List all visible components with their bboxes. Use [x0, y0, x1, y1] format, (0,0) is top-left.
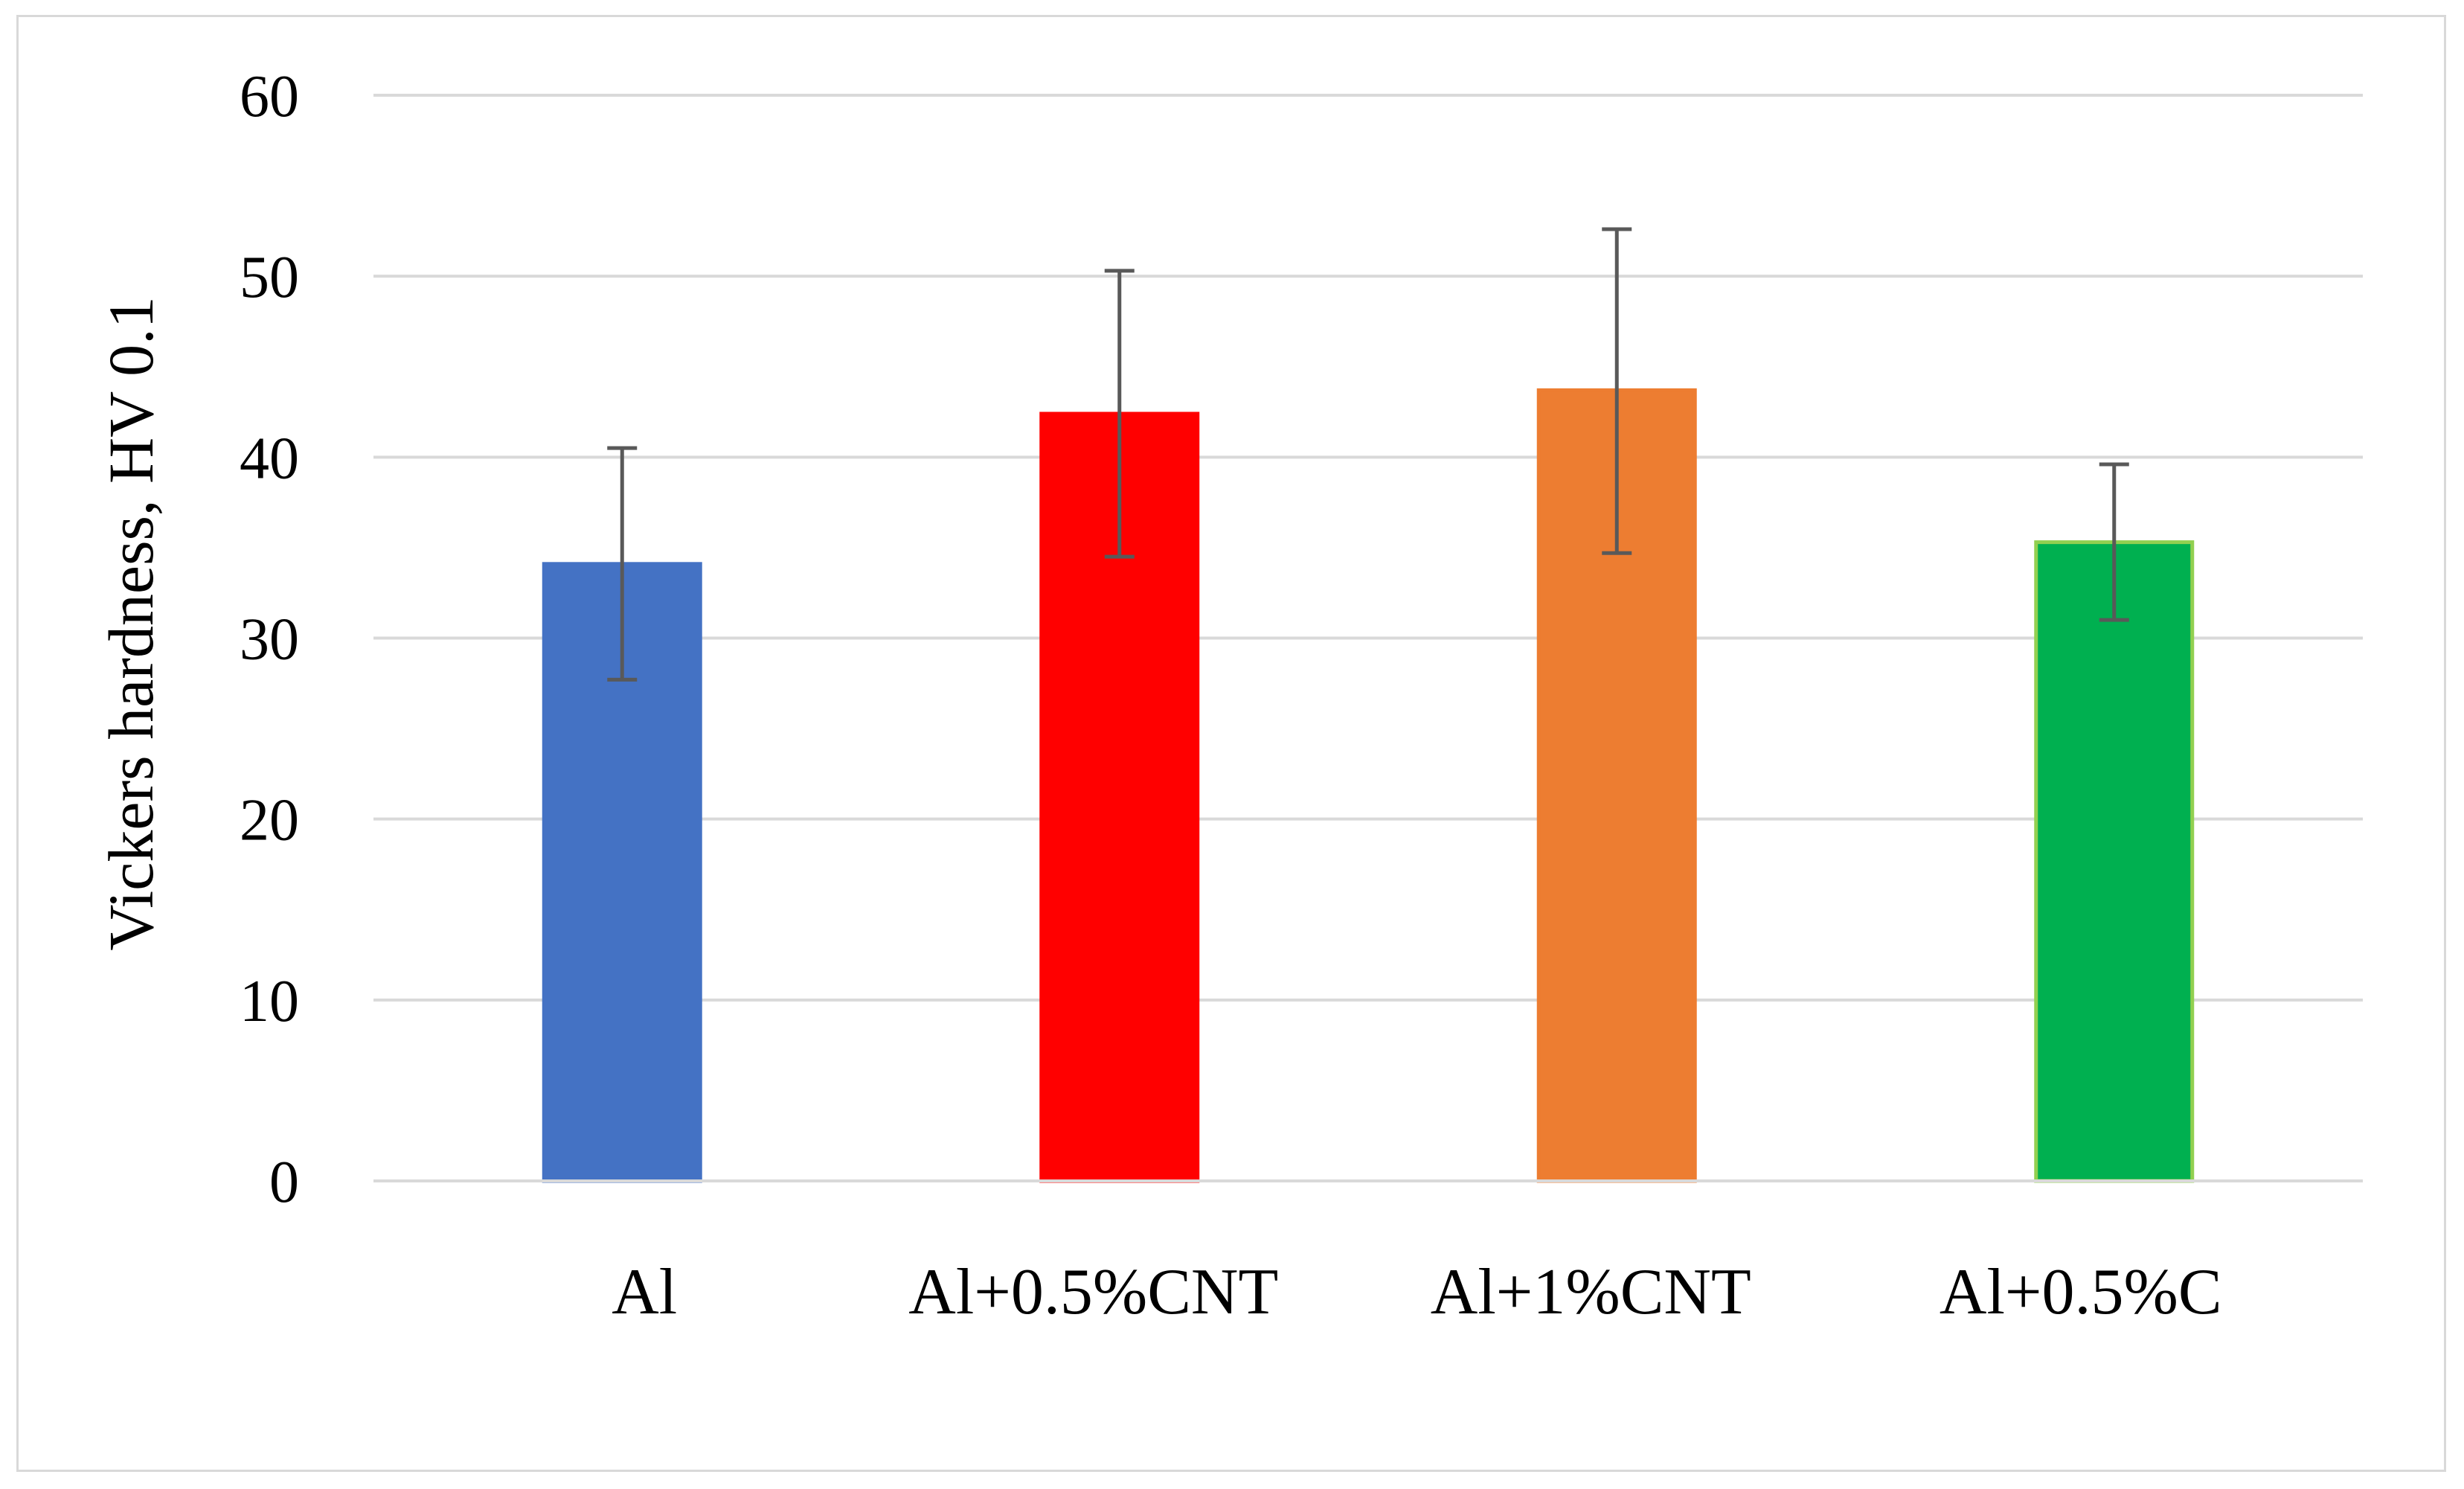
error-bar-3	[1602, 227, 1632, 555]
bar-4	[2034, 540, 2195, 1183]
y-tick-label: 60	[240, 64, 299, 129]
error-bars	[607, 227, 2129, 682]
x-category-label: Al	[612, 1256, 677, 1328]
x-category-label: Al+1%CNT	[1431, 1256, 1751, 1328]
bars	[542, 388, 2195, 1183]
error-bar-4	[2099, 462, 2129, 622]
y-tick-label: 50	[240, 245, 299, 310]
x-category-label: Al+0.5%CNT	[908, 1256, 1278, 1328]
y-axis-title: Vickers hardness, HV 0.1	[95, 296, 167, 950]
x-category-label: Al+0.5%C	[1940, 1256, 2222, 1328]
x-category-labels: Al Al+0.5%CNT Al+1%CNT Al+0.5%C	[612, 1256, 2221, 1328]
y-tick-label: 40	[240, 426, 299, 491]
y-tick-labels: 0 10 20 30 40 50 60	[240, 64, 299, 1215]
y-tick-label: 30	[240, 607, 299, 673]
y-tick-label: 10	[240, 969, 299, 1034]
y-tick-label: 20	[240, 788, 299, 854]
error-bar-1	[607, 446, 638, 682]
error-bar-2	[1104, 269, 1135, 559]
y-tick-label: 0	[269, 1150, 299, 1215]
